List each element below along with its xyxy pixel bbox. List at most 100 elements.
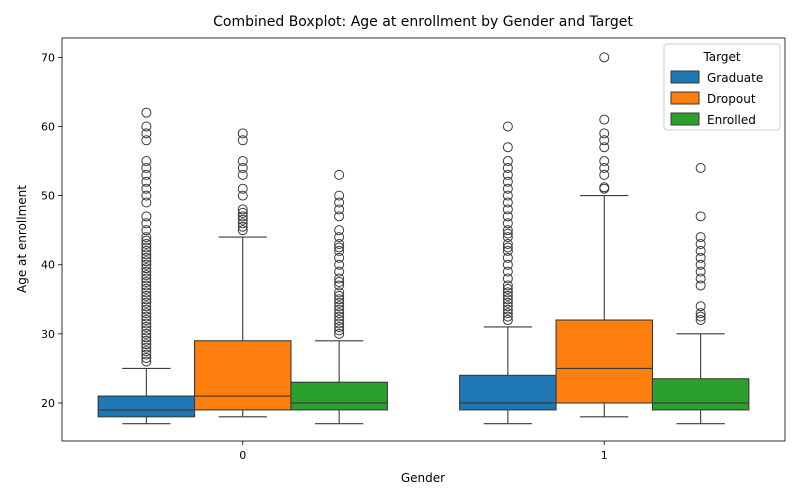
outlier-point xyxy=(237,207,248,218)
outlier-point xyxy=(141,297,152,308)
outlier-point xyxy=(141,232,152,243)
box-enrolled-1 xyxy=(651,162,750,425)
outlier-point xyxy=(141,349,152,360)
outlier-point xyxy=(502,238,513,249)
outlier-point xyxy=(141,270,152,281)
outlier-point xyxy=(502,197,513,208)
outlier-point xyxy=(141,277,152,288)
box-enrolled-0 xyxy=(290,169,388,425)
outlier-point xyxy=(141,238,152,249)
outlier-point xyxy=(502,121,513,132)
outlier-point xyxy=(502,245,513,256)
legend-swatch-graduate xyxy=(670,70,700,84)
outlier-point xyxy=(695,245,706,256)
outlier-point xyxy=(237,211,248,222)
outlier-point xyxy=(695,311,706,322)
outlier-point xyxy=(599,182,610,193)
box-graduate-1 xyxy=(459,121,557,425)
outlier-point xyxy=(502,169,513,180)
axes-frame xyxy=(61,37,786,442)
outlier-point xyxy=(141,332,152,343)
box-dropout-0 xyxy=(194,128,292,418)
outlier-point xyxy=(695,315,706,326)
outlier-point xyxy=(334,190,345,201)
outlier-point xyxy=(141,283,152,294)
outlier-point xyxy=(141,162,152,173)
outlier-point xyxy=(334,315,345,326)
plot-area: 20 30 40 50 60 70 0 1 xyxy=(41,37,786,462)
outlier-point xyxy=(141,121,152,132)
outlier-point xyxy=(141,311,152,322)
outlier-point xyxy=(141,190,152,201)
outlier-point xyxy=(599,52,610,63)
legend-label-dropout: Dropout xyxy=(707,92,756,106)
outlier-point xyxy=(334,318,345,329)
outlier-point xyxy=(334,280,345,291)
outlier-point xyxy=(334,259,345,270)
outlier-point xyxy=(237,214,248,225)
outlier-point xyxy=(502,142,513,153)
chart-title: Combined Boxplot: Age at enrollment by G… xyxy=(213,14,633,30)
outlier-point xyxy=(334,304,345,315)
outlier-point xyxy=(695,238,706,249)
x-axis-label: Gender xyxy=(401,471,445,485)
outlier-point xyxy=(334,311,345,322)
x-tick-label: 0 xyxy=(239,449,246,462)
outlier-point xyxy=(334,290,345,301)
outlier-point xyxy=(237,156,248,167)
outlier-point xyxy=(502,304,513,315)
outlier-point xyxy=(502,290,513,301)
outlier-point xyxy=(237,169,248,180)
outlier-point xyxy=(141,211,152,222)
outlier-point xyxy=(334,225,345,236)
outlier-point xyxy=(502,308,513,319)
outlier-point xyxy=(141,287,152,298)
outlier-point xyxy=(141,242,152,253)
outlier-point xyxy=(141,342,152,353)
outlier-point xyxy=(599,162,610,173)
outlier-point xyxy=(502,156,513,167)
x-tick-label: 1 xyxy=(601,449,608,462)
outlier-point xyxy=(237,221,248,232)
outlier-point xyxy=(141,256,152,267)
outlier-point xyxy=(599,128,610,139)
outlier-point xyxy=(237,135,248,146)
outlier-point xyxy=(502,301,513,312)
y-axis-label: Age at enrollment xyxy=(15,185,29,293)
outlier-point xyxy=(334,245,345,256)
outlier-point xyxy=(502,259,513,270)
y-tick-label: 20 xyxy=(41,397,55,410)
outlier-point xyxy=(141,266,152,277)
legend-title: Target xyxy=(702,50,740,64)
outlier-point xyxy=(141,339,152,350)
outlier-point xyxy=(695,162,706,173)
outlier-point xyxy=(502,311,513,322)
outlier-point xyxy=(141,197,152,208)
legend-swatch-enrolled xyxy=(670,112,700,126)
outlier-point xyxy=(141,290,152,301)
outlier-point xyxy=(695,259,706,270)
outlier-point xyxy=(502,176,513,187)
outlier-point xyxy=(334,328,345,339)
y-tick-label: 70 xyxy=(41,51,55,64)
outlier-point xyxy=(141,128,152,139)
outlier-point xyxy=(334,325,345,336)
outlier-point xyxy=(141,176,152,187)
outlier-point xyxy=(334,204,345,215)
outlier-point xyxy=(141,273,152,284)
outlier-point xyxy=(334,252,345,263)
outlier-point xyxy=(141,335,152,346)
outlier-point xyxy=(141,353,152,364)
box-graduate-0 xyxy=(97,107,196,425)
outlier-point xyxy=(502,294,513,305)
outlier-point xyxy=(599,135,610,146)
outlier-point xyxy=(237,225,248,236)
outlier-point xyxy=(502,297,513,308)
outlier-point xyxy=(141,318,152,329)
outlier-point xyxy=(141,263,152,274)
legend-swatch-dropout xyxy=(670,91,700,105)
outlier-point xyxy=(502,280,513,291)
outlier-point xyxy=(695,308,706,319)
outlier-point xyxy=(334,211,345,222)
